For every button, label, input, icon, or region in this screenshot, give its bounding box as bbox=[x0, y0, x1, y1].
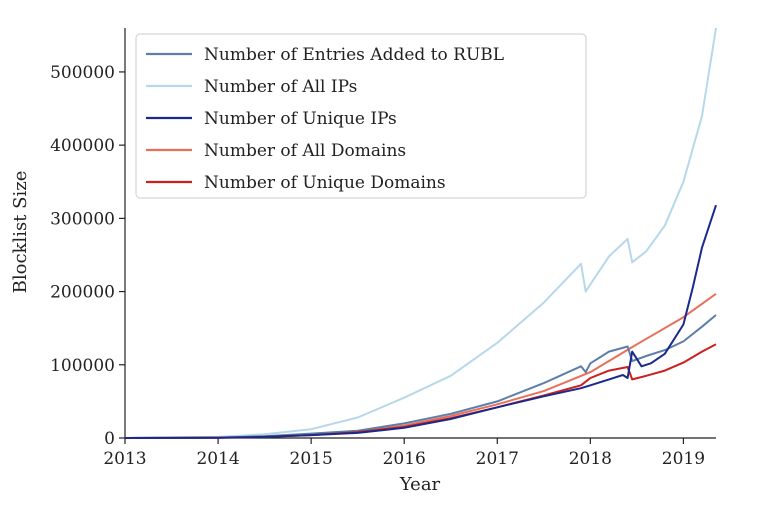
legend-label: Number of Entries Added to RUBL bbox=[204, 45, 504, 65]
series-line-1 bbox=[124, 314, 717, 439]
x-tick-label: 2018 bbox=[569, 449, 612, 469]
y-tick-label: 100000 bbox=[50, 356, 115, 376]
legend-frame bbox=[135, 33, 587, 199]
y-tick-label: 500000 bbox=[50, 63, 115, 83]
series-line-4 bbox=[124, 292, 717, 439]
x-tick-label: 2015 bbox=[290, 449, 333, 469]
legend-label: Number of All IPs bbox=[204, 77, 357, 97]
series-line-2 bbox=[124, 27, 717, 439]
legend-label: Number of Unique Domains bbox=[204, 173, 446, 193]
x-tick-label: 2017 bbox=[476, 449, 519, 469]
legend: Number of Entries Added to RUBL Number of… bbox=[135, 33, 587, 199]
series-line-3 bbox=[124, 204, 717, 439]
y-tick-label: 400000 bbox=[50, 136, 115, 156]
y-tick-label: 0 bbox=[104, 429, 115, 449]
x-axis-title: Year bbox=[399, 474, 441, 495]
y-tick-label: 200000 bbox=[50, 283, 115, 303]
legend-label: Number of All Domains bbox=[204, 141, 406, 161]
series bbox=[124, 27, 717, 439]
x-tick-label: 2013 bbox=[103, 449, 146, 469]
legend-label: Number of Unique IPs bbox=[204, 109, 397, 129]
x-tick-label: 2019 bbox=[662, 449, 705, 469]
ticks: 0 100000 200000 300000 400000 500000 2013 2014 2… bbox=[50, 63, 705, 469]
y-tick-label: 300000 bbox=[50, 209, 115, 229]
x-tick-label: 2014 bbox=[196, 449, 239, 469]
x-tick-label: 2016 bbox=[383, 449, 426, 469]
y-axis-title: Blocklist Size bbox=[10, 171, 31, 294]
